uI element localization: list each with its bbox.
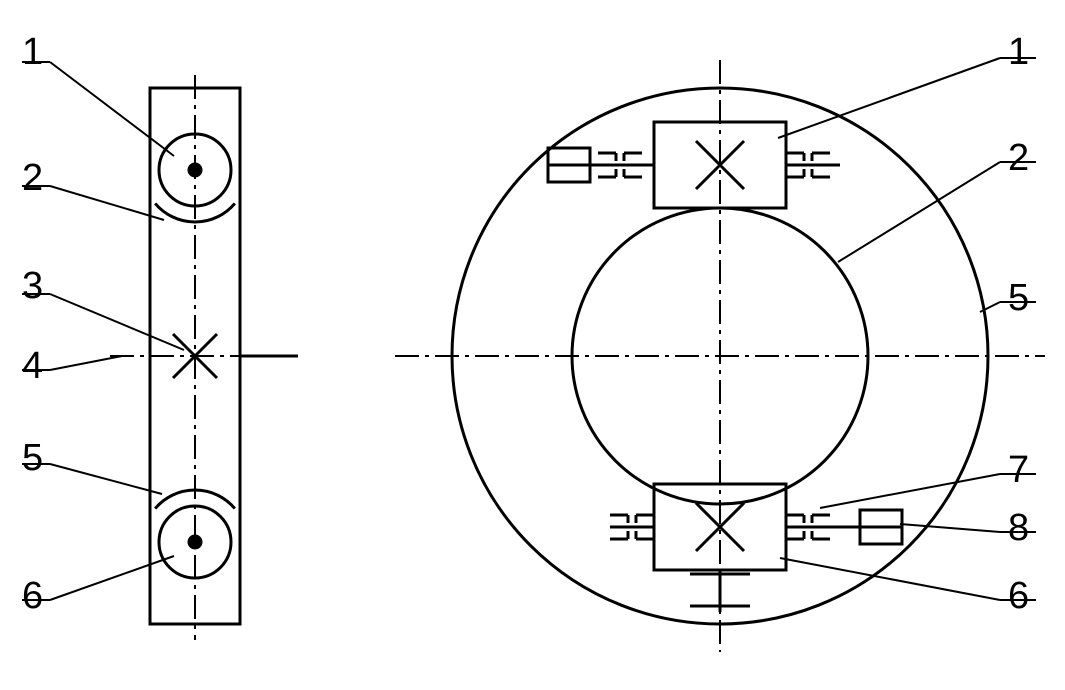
labels: 1 2 3 4 5 6 1 2 5 7 8 6 xyxy=(22,31,1036,617)
left-view xyxy=(110,75,300,640)
diagram-canvas: 1 2 3 4 5 6 1 2 5 7 8 6 xyxy=(0,0,1065,690)
svg-text:3: 3 xyxy=(22,265,43,307)
svg-text:6: 6 xyxy=(22,575,43,617)
svg-text:6: 6 xyxy=(1008,575,1029,617)
svg-text:4: 4 xyxy=(22,345,43,387)
svg-text:2: 2 xyxy=(1008,137,1029,179)
svg-text:5: 5 xyxy=(22,437,43,479)
svg-text:1: 1 xyxy=(22,31,43,73)
svg-text:5: 5 xyxy=(1008,277,1029,319)
svg-text:8: 8 xyxy=(1008,507,1029,549)
svg-text:1: 1 xyxy=(1008,31,1029,73)
svg-text:7: 7 xyxy=(1008,449,1029,491)
right-view xyxy=(395,60,1045,652)
svg-text:2: 2 xyxy=(22,157,43,199)
